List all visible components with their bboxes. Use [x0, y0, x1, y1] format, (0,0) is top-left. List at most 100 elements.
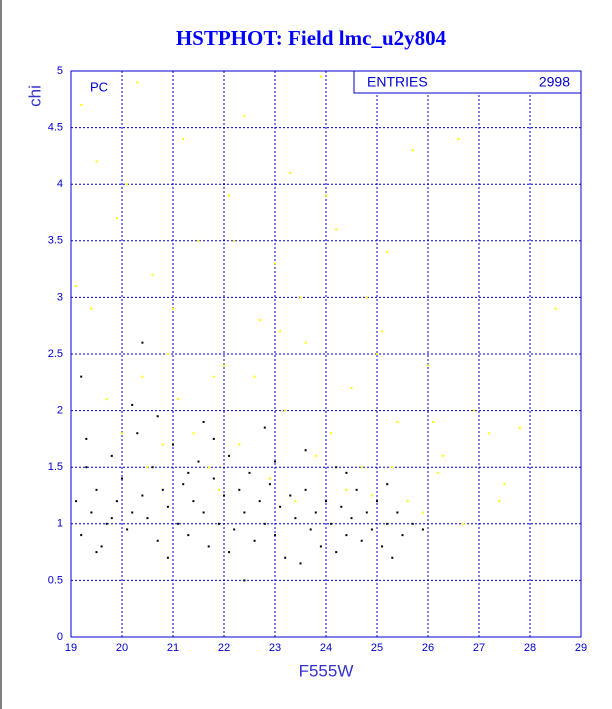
- point: [355, 488, 358, 491]
- point: [80, 103, 83, 106]
- y-tick-label: 2.5: [48, 348, 63, 360]
- point: [105, 398, 108, 401]
- point: [376, 500, 378, 503]
- point: [268, 477, 271, 480]
- point: [187, 471, 190, 474]
- point: [228, 194, 231, 197]
- point: [192, 432, 195, 435]
- point: [432, 420, 435, 423]
- point: [258, 500, 261, 503]
- point: [75, 285, 78, 288]
- point: [299, 562, 302, 565]
- point: [228, 551, 231, 554]
- point: [304, 341, 307, 344]
- x-tick-label: 27: [473, 642, 485, 654]
- point: [294, 500, 297, 503]
- point: [335, 551, 338, 554]
- point: [472, 409, 475, 412]
- point: [381, 545, 384, 548]
- point: [319, 545, 322, 548]
- point: [411, 522, 414, 525]
- annotation: PC: [90, 79, 108, 94]
- point: [141, 375, 144, 378]
- point: [279, 330, 282, 333]
- point: [284, 556, 287, 559]
- point: [131, 403, 134, 406]
- y-tick-label: 2: [57, 405, 63, 417]
- point: [243, 511, 246, 514]
- point: [258, 319, 261, 322]
- stats-box: [353, 70, 582, 94]
- x-tick-label: 25: [371, 642, 383, 654]
- point: [146, 517, 149, 520]
- point: [151, 273, 154, 276]
- point: [421, 528, 424, 531]
- point: [197, 460, 200, 463]
- point: [121, 477, 123, 480]
- point: [370, 494, 373, 497]
- point: [95, 551, 98, 554]
- point: [166, 353, 169, 355]
- point: [217, 522, 220, 525]
- point: [325, 194, 327, 197]
- point: [294, 517, 297, 520]
- point: [396, 420, 399, 423]
- point: [340, 505, 343, 508]
- point: [299, 296, 302, 299]
- point: [248, 471, 251, 474]
- point: [304, 449, 307, 452]
- point: [238, 488, 241, 491]
- point: [161, 443, 164, 446]
- point: [330, 522, 333, 525]
- y-tick-label: 4: [57, 178, 63, 190]
- point: [151, 466, 154, 469]
- point: [253, 375, 256, 378]
- point: [427, 364, 429, 367]
- point: [90, 511, 93, 514]
- x-axis-label: F555W: [299, 661, 354, 680]
- point: [202, 420, 205, 423]
- point: [274, 262, 276, 265]
- point: [396, 511, 399, 514]
- point: [391, 556, 394, 559]
- point: [391, 466, 394, 469]
- point: [110, 517, 113, 520]
- point: [115, 217, 118, 220]
- point: [90, 307, 93, 310]
- point: [80, 534, 83, 537]
- point: [126, 528, 129, 531]
- point: [136, 81, 139, 84]
- point: [284, 409, 287, 412]
- point: [197, 239, 200, 242]
- point: [85, 466, 88, 469]
- point: [85, 437, 88, 440]
- plot-frame: [70, 70, 582, 638]
- point: [223, 364, 225, 367]
- point: [335, 466, 338, 469]
- point: [386, 251, 389, 254]
- point: [212, 437, 215, 440]
- point: [238, 443, 241, 446]
- point: [279, 505, 282, 508]
- y-tick-label: 1: [57, 518, 63, 530]
- point: [192, 500, 195, 503]
- point: [488, 432, 491, 435]
- point: [345, 534, 348, 537]
- y-tick-label: 3.5: [48, 235, 63, 247]
- point: [141, 341, 144, 344]
- point: [172, 307, 174, 310]
- point: [268, 483, 271, 486]
- point: [350, 517, 353, 520]
- point: [289, 171, 292, 174]
- point: [177, 522, 180, 525]
- point: [360, 466, 363, 469]
- point: [136, 432, 139, 435]
- point: [345, 488, 348, 491]
- point: [115, 500, 118, 503]
- point: [442, 454, 445, 457]
- point: [212, 477, 215, 480]
- point: [172, 443, 174, 446]
- point: [217, 488, 220, 491]
- point: [345, 471, 348, 474]
